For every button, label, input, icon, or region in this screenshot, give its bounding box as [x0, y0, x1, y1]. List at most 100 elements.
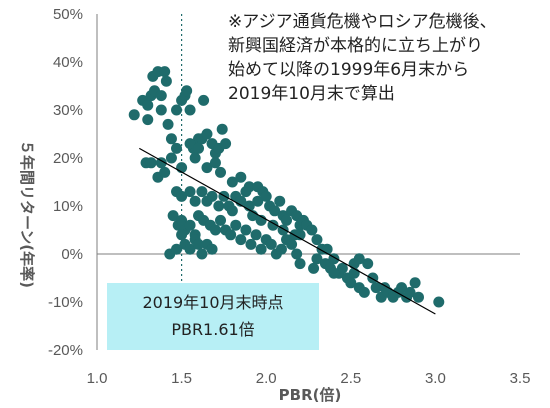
data-point — [128, 109, 140, 121]
data-point — [226, 176, 238, 188]
data-point — [184, 243, 196, 255]
data-point — [235, 171, 247, 183]
data-point — [184, 104, 196, 116]
data-point — [198, 94, 210, 106]
data-point — [165, 133, 177, 145]
data-point — [230, 219, 242, 231]
callout-box — [107, 283, 319, 350]
data-point — [348, 267, 360, 279]
x-tick-label: 3.0 — [425, 370, 446, 387]
data-point — [226, 205, 238, 217]
x-tick-label: 1.0 — [87, 370, 108, 387]
data-point — [362, 258, 374, 270]
data-point — [209, 157, 221, 169]
data-point — [311, 253, 323, 265]
data-point — [235, 234, 247, 246]
data-point — [215, 166, 227, 178]
data-point — [176, 190, 188, 202]
y-axis-ticks: 50% 40% 30% 20% 10% 0% -10% -20% — [48, 6, 83, 359]
x-tick-label: 2.5 — [340, 370, 361, 387]
data-point — [155, 90, 167, 102]
data-point — [196, 186, 208, 198]
data-point — [255, 243, 267, 255]
data-point — [260, 190, 272, 202]
data-point — [193, 238, 205, 250]
data-point — [353, 253, 365, 265]
data-point — [145, 157, 157, 169]
data-point — [370, 282, 382, 294]
y-tick-label: -10% — [48, 294, 83, 311]
data-point — [245, 238, 257, 250]
y-tick-label: 20% — [53, 150, 83, 167]
data-point — [274, 195, 286, 207]
data-point — [433, 296, 445, 308]
data-point — [412, 291, 424, 303]
data-point — [220, 138, 232, 150]
data-point — [193, 142, 205, 154]
data-point — [181, 85, 193, 97]
data-point — [216, 123, 228, 135]
data-point — [167, 210, 179, 222]
x-tick-label: 3.5 — [510, 370, 531, 387]
data-point — [215, 214, 227, 226]
data-point — [206, 243, 218, 255]
data-point — [336, 262, 348, 274]
annotation-line-4: 2019年10月末で算出 — [228, 84, 395, 104]
data-point — [155, 157, 167, 169]
annotation-line-3: 始めて以降の1999年6月末から — [228, 60, 469, 80]
data-point — [328, 267, 340, 279]
data-point — [367, 272, 379, 284]
data-point — [171, 243, 183, 255]
y-tick-label: 0% — [61, 246, 83, 263]
data-point — [275, 243, 287, 255]
data-point — [189, 195, 201, 207]
x-axis-title: PBR(倍) — [279, 386, 342, 404]
data-point — [213, 200, 225, 212]
data-point — [240, 186, 252, 198]
data-point — [345, 277, 357, 289]
data-point — [281, 214, 293, 226]
data-point — [291, 248, 303, 260]
data-point — [409, 277, 421, 289]
annotation-line-2: 新興国経済が本格的に立ち上がり — [228, 36, 483, 56]
data-point — [286, 238, 298, 250]
y-tick-label: 40% — [53, 54, 83, 71]
data-point — [396, 282, 408, 294]
trendline — [139, 147, 436, 315]
data-point — [184, 219, 196, 231]
annotation-line-1: ※アジア通貨危機やロシア危機後、 — [228, 12, 497, 32]
y-tick-label: 30% — [53, 102, 83, 119]
data-point — [159, 66, 171, 78]
data-point — [250, 229, 262, 241]
y-tick-label: 10% — [53, 198, 83, 215]
data-point — [308, 262, 320, 274]
data-points — [128, 66, 445, 308]
y-axis-title: ５年間リターン(年率) — [18, 140, 36, 288]
data-point — [252, 195, 264, 207]
data-point — [196, 248, 208, 260]
data-point — [165, 152, 177, 164]
data-point — [155, 104, 167, 116]
data-point — [311, 234, 323, 246]
x-tick-label: 1.5 — [171, 370, 192, 387]
data-point — [162, 118, 174, 130]
data-point — [142, 99, 154, 111]
y-tick-label: 50% — [53, 6, 83, 23]
data-point — [176, 229, 188, 241]
data-point — [267, 219, 279, 231]
x-axis-ticks: 1.0 1.5 2.0 2.5 3.0 3.5 — [87, 370, 531, 387]
data-point — [201, 128, 213, 140]
data-point — [209, 224, 221, 236]
callout-line-2: PBR1.61倍 — [171, 320, 254, 339]
data-point — [306, 224, 318, 236]
y-tick-label: -20% — [48, 342, 83, 359]
data-point — [358, 286, 370, 298]
x-tick-label: 2.0 — [256, 370, 277, 387]
data-point — [171, 104, 183, 116]
data-point — [159, 166, 171, 178]
callout-line-1: 2019年10月末時点 — [142, 293, 283, 312]
data-point — [201, 162, 213, 174]
data-point — [160, 75, 172, 87]
data-point — [225, 229, 237, 241]
